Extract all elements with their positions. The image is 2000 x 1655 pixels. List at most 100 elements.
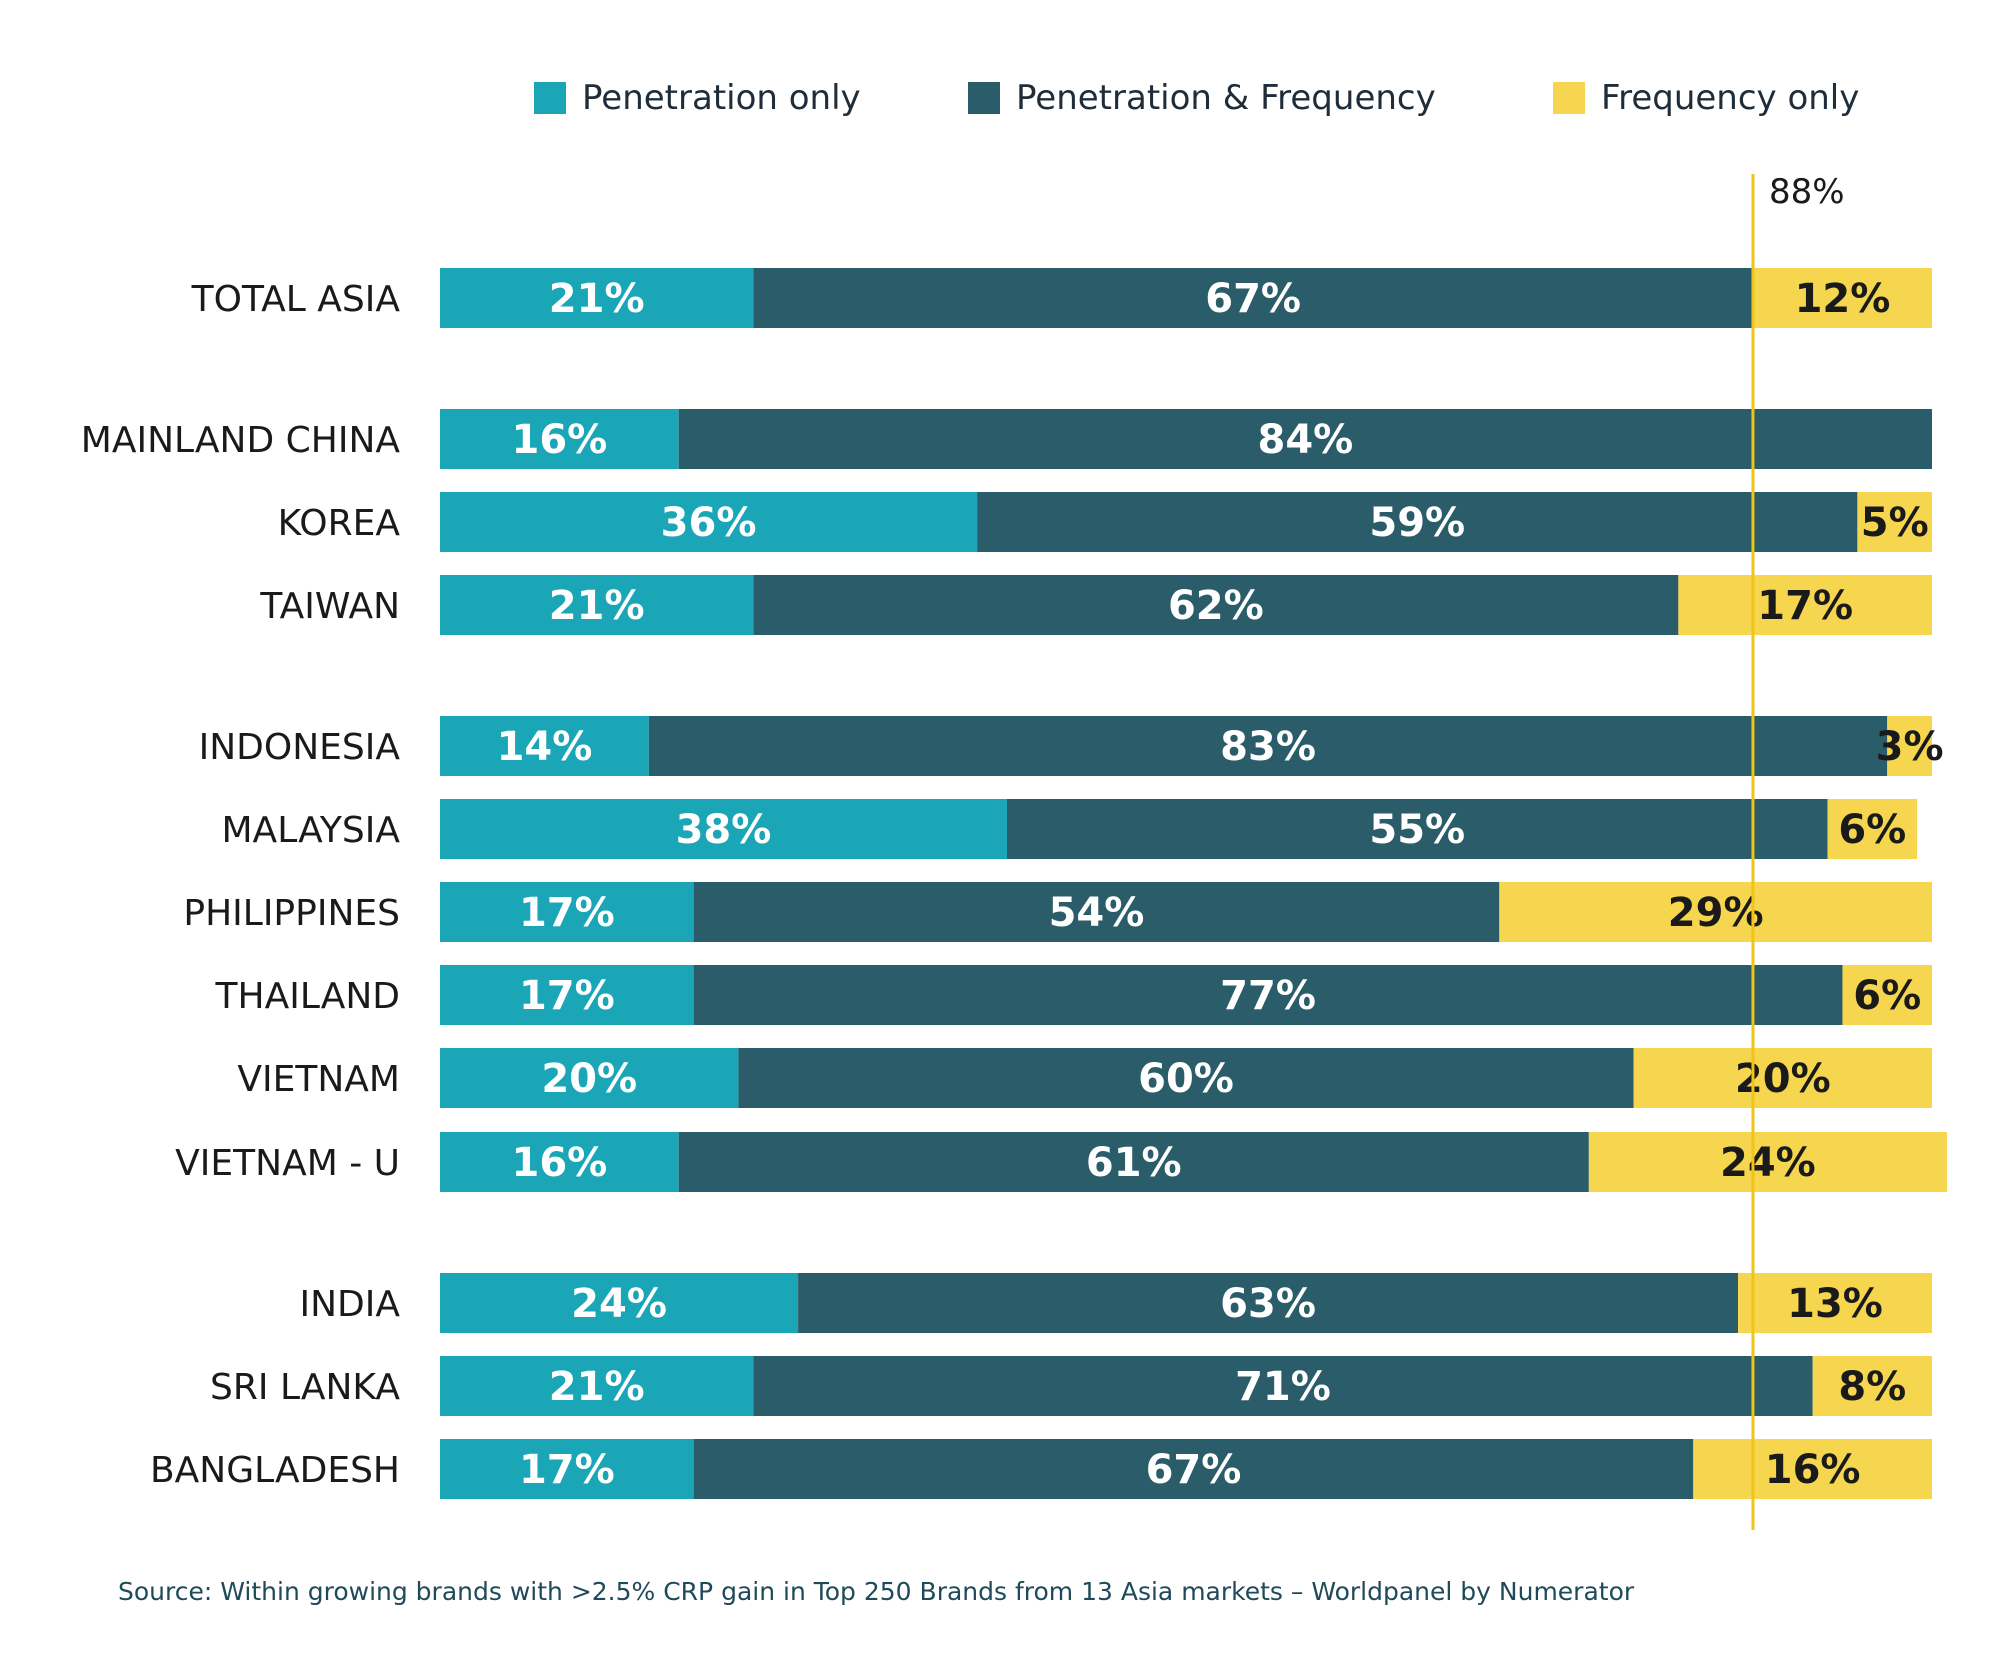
data-label: 67% (1146, 1447, 1242, 1493)
bar-segment (440, 1439, 694, 1499)
category-label: MAINLAND CHINA (81, 420, 401, 461)
bar-segment (1678, 575, 1932, 635)
bar-segment (440, 1356, 754, 1416)
data-label: 61% (1086, 1140, 1182, 1186)
bar-segment (440, 1273, 799, 1333)
data-label: 54% (1049, 890, 1145, 936)
bar-segment (440, 492, 978, 552)
legend-swatch-2 (1553, 82, 1585, 114)
bar-segment (798, 1273, 1739, 1333)
data-label: 38% (676, 807, 772, 853)
data-label: 55% (1369, 807, 1465, 853)
bar-segment (678, 1132, 1589, 1192)
bar-segment (440, 1048, 739, 1108)
data-label: 16% (1765, 1447, 1861, 1493)
data-label: 21% (549, 276, 645, 322)
data-label: 6% (1853, 973, 1921, 1019)
bar-segment (1842, 965, 1932, 1025)
category-label: THAILAND (215, 976, 400, 1017)
bar-segment (1006, 799, 1828, 859)
bar-segment (1588, 1132, 1947, 1192)
bar-segment (1827, 799, 1918, 859)
bar-segment (753, 575, 1679, 635)
data-label: 59% (1369, 500, 1465, 546)
data-label: 24% (1720, 1140, 1816, 1186)
category-label: TAIWAN (259, 586, 400, 627)
bar-segment (693, 882, 1500, 942)
category-label: VIETNAM - U (175, 1143, 400, 1184)
data-label: 17% (519, 973, 615, 1019)
legend-label-2: Frequency only (1601, 78, 1859, 118)
bar-segment (1499, 882, 1932, 942)
reference-line-group: 88% (1751, 172, 1845, 1530)
bar-segment (440, 716, 649, 776)
data-label: 16% (511, 417, 607, 463)
legend-swatch-1 (968, 82, 1000, 114)
data-label: 17% (519, 890, 615, 936)
bar-segment (753, 268, 1753, 328)
category-label: KOREA (278, 503, 401, 544)
data-label: 13% (1787, 1281, 1883, 1327)
source-note: Source: Within growing brands with >2.5%… (118, 1577, 1635, 1606)
bar-segment (693, 1439, 1694, 1499)
data-label: 16% (511, 1140, 607, 1186)
data-label: 20% (541, 1056, 637, 1102)
data-label: 77% (1220, 973, 1316, 1019)
data-label: 62% (1168, 583, 1264, 629)
category-label: INDONESIA (199, 727, 401, 768)
chart-legend: Penetration only Penetration & Frequency F… (534, 78, 1859, 118)
bar-segment (440, 799, 1007, 859)
data-label: 21% (549, 583, 645, 629)
data-label: 17% (1757, 583, 1853, 629)
data-label: 36% (661, 500, 757, 546)
bar-segment (977, 492, 1858, 552)
legend-label-1: Penetration & Frequency (1016, 78, 1436, 118)
bar-segment (648, 716, 1888, 776)
category-label: INDIA (299, 1284, 400, 1325)
reference-line-label: 88% (1769, 172, 1845, 212)
category-label: SRI LANKA (210, 1367, 400, 1408)
data-label: 12% (1795, 276, 1891, 322)
data-label: 17% (519, 1447, 615, 1493)
data-label: 29% (1668, 890, 1764, 936)
data-label: 8% (1838, 1364, 1906, 1410)
data-label: 63% (1220, 1281, 1316, 1327)
data-label: 14% (497, 724, 593, 770)
bar-segment (1857, 492, 1932, 552)
bar-segment (440, 268, 754, 328)
data-label: 83% (1220, 724, 1316, 770)
data-label: 5% (1861, 500, 1929, 546)
bar-segment (440, 575, 754, 635)
data-label: 60% (1138, 1056, 1234, 1102)
bar-segment (693, 965, 1843, 1025)
bars: 21% 67% 12% 16% 84% 36% 59% 5% 21% 62% 17% 14% 83% 3%… (440, 268, 1947, 1499)
category-label: VIETNAM (237, 1059, 400, 1100)
bar-segment (1752, 268, 1932, 328)
data-label: 67% (1205, 276, 1301, 322)
category-labels: TOTAL ASIA MAINLAND CHINA KOREA TAIWAN INDON… (81, 279, 401, 1491)
data-label: 3% (1876, 724, 1944, 770)
legend-swatch-0 (534, 82, 566, 114)
data-label: 84% (1257, 417, 1353, 463)
data-label: 24% (571, 1281, 667, 1327)
bar-segment (1887, 716, 1932, 776)
bar-segment (1693, 1439, 1932, 1499)
bar-segment (738, 1048, 1634, 1108)
bar-segment (440, 1132, 679, 1192)
data-label: 21% (549, 1364, 645, 1410)
category-label: BANGLADESH (150, 1450, 400, 1491)
bar-segment (1738, 1273, 1932, 1333)
data-label: 6% (1838, 807, 1906, 853)
bar-segment (440, 965, 694, 1025)
category-label: TOTAL ASIA (191, 279, 401, 320)
bar-segment (1812, 1356, 1932, 1416)
legend-label-0: Penetration only (582, 78, 861, 118)
data-label: 20% (1735, 1056, 1831, 1102)
category-label: PHILIPPINES (183, 893, 400, 934)
bar-segment (440, 882, 694, 942)
data-label: 71% (1235, 1364, 1331, 1410)
bar-segment (1633, 1048, 1932, 1108)
category-label: MALAYSIA (222, 810, 401, 851)
bar-segment (753, 1356, 1813, 1416)
